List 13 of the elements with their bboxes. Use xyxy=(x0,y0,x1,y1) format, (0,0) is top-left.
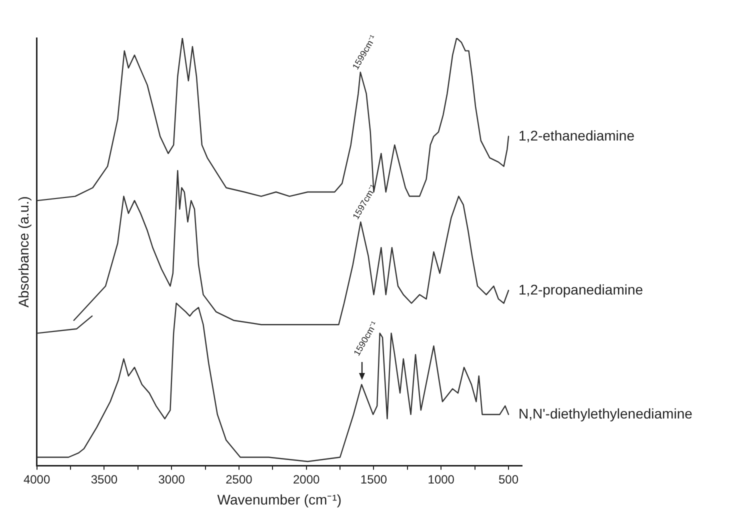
x-tick-label: 4000 xyxy=(23,472,50,486)
series-label: 1,2-ethanediamine xyxy=(518,127,635,144)
x-tick-label: 3500 xyxy=(90,472,118,486)
x-tick-label: 2000 xyxy=(293,472,320,486)
x-tick-label: 500 xyxy=(498,472,519,486)
x-tick-label: 1500 xyxy=(360,472,388,486)
x-tick-label: 1000 xyxy=(428,472,455,486)
series-label: N,N'-diethylethylenediamine xyxy=(518,405,693,422)
x-tick-label: 3000 xyxy=(158,472,186,486)
series-label: 1,2-propanediamine xyxy=(518,281,644,298)
x-axis-title: Wavenumber (cm⁻¹) xyxy=(217,491,342,508)
y-axis-title: Absorbance (a.u.) xyxy=(15,196,32,308)
x-tick-label: 2500 xyxy=(226,472,253,486)
